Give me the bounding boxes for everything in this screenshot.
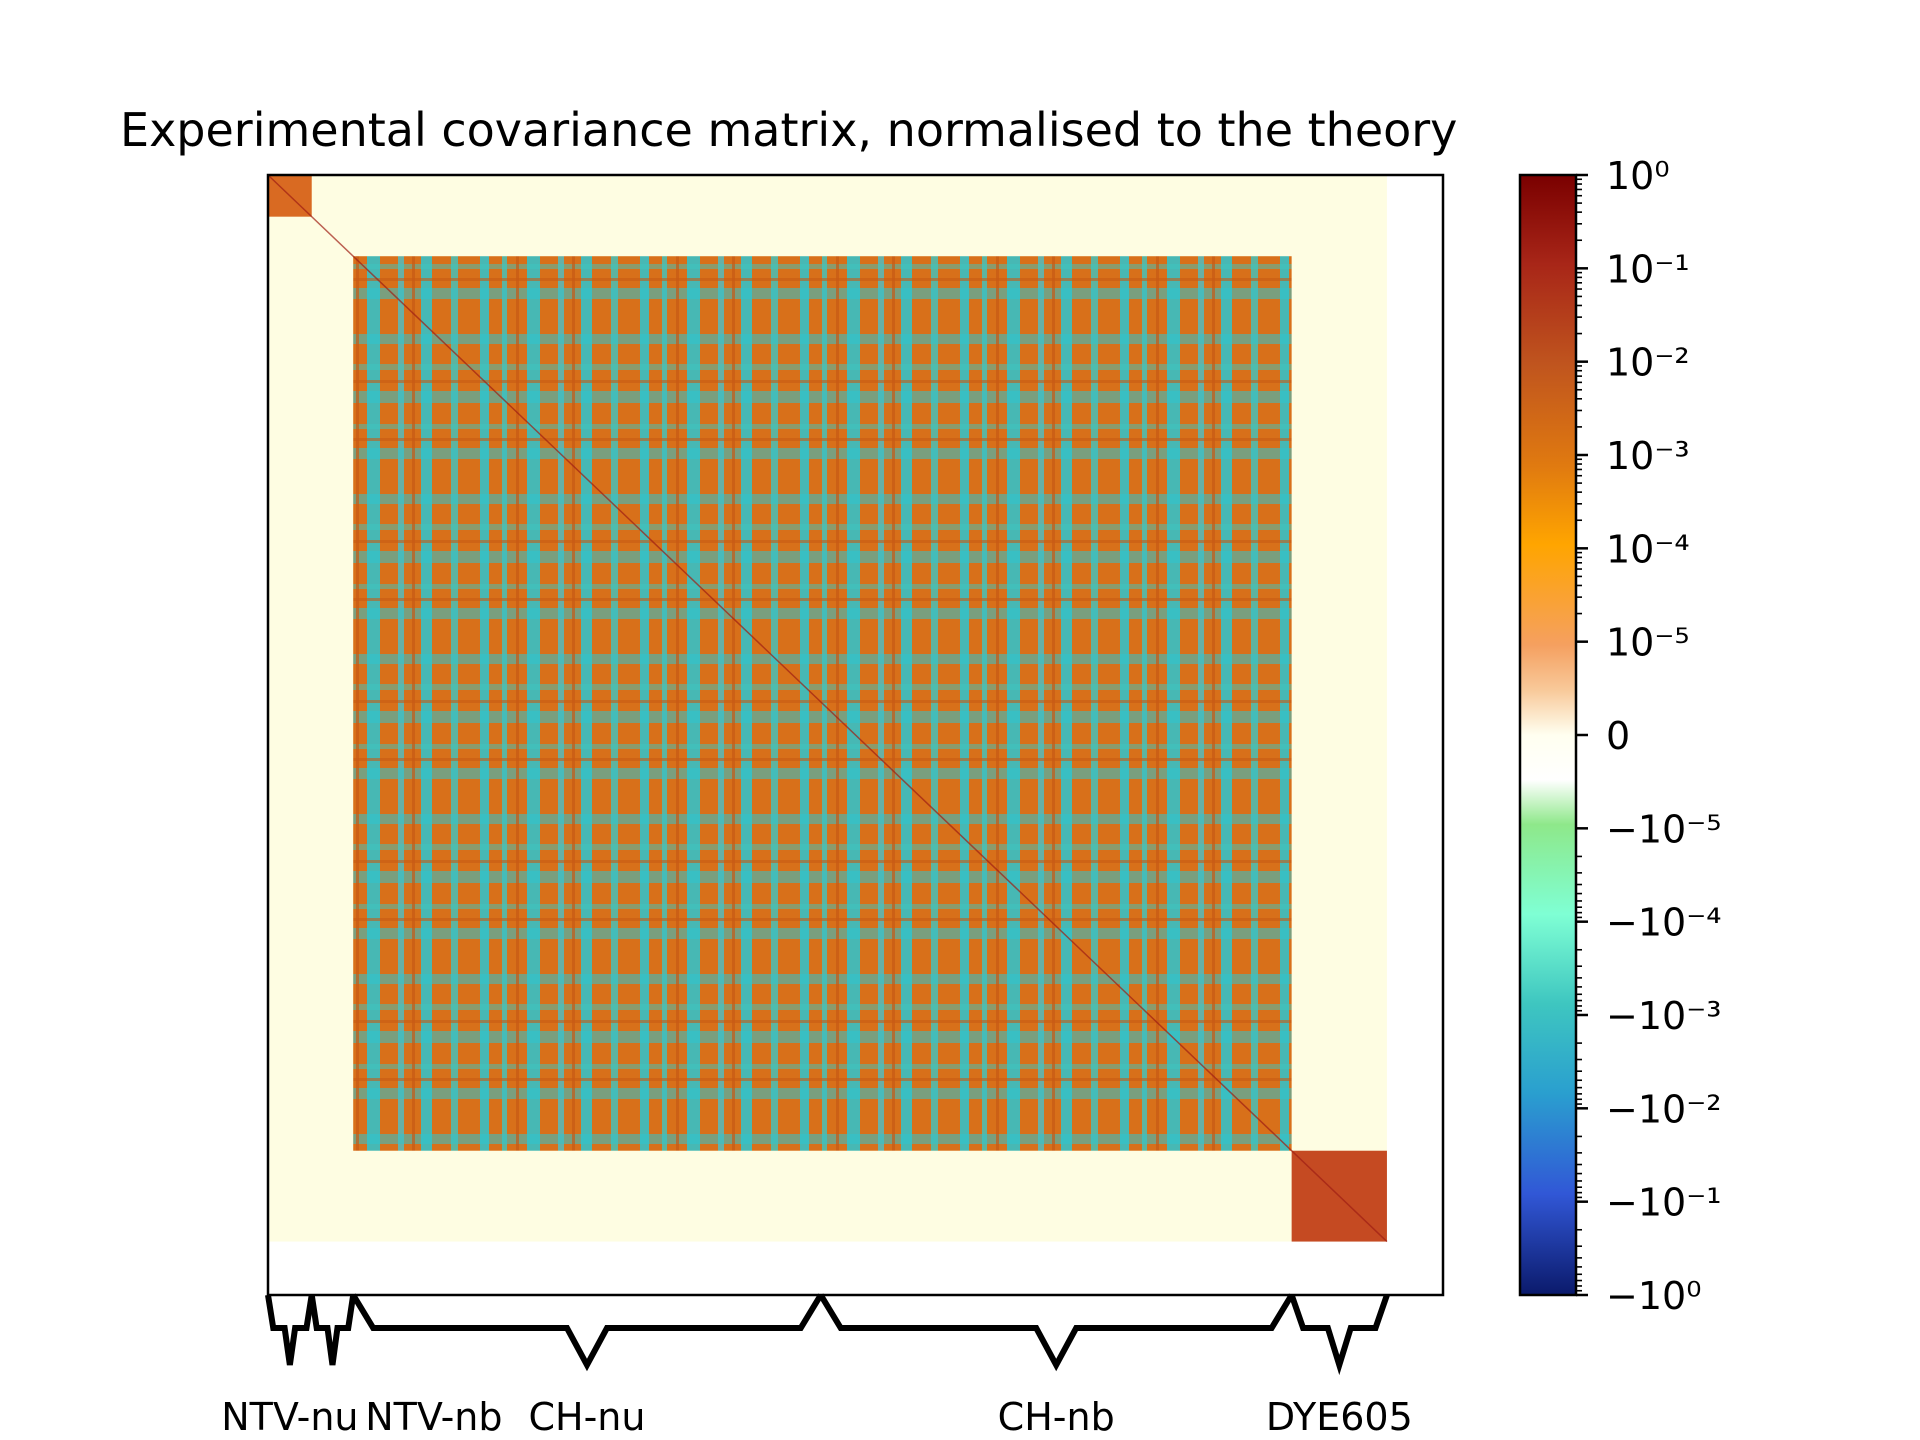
dataset-braces: [265, 1293, 1390, 1376]
brace-ch-nb: [818, 1293, 1295, 1372]
colorbar-tick-label: −10⁰: [1606, 1274, 1701, 1318]
colorbar-ticks: 10⁰ 10⁻¹ 10⁻² 10⁻³ 10⁻⁴ 10⁻⁵ 0 −10⁻⁵ −10⁻⁴ −10⁻³ −…: [1576, 154, 1721, 1318]
colorbar-tick-label: −10⁻¹: [1606, 1181, 1721, 1225]
colorbar-tick-label: −10⁻⁴: [1606, 901, 1721, 945]
colorbar-minor-ticks: [1576, 178, 1582, 1292]
colorbar-tick-label: 10⁻⁵: [1606, 621, 1690, 665]
colorbar: [1518, 173, 1578, 1297]
colorbar-tick-label: 10⁻³: [1606, 434, 1690, 478]
brace-ntv-nu: [265, 1294, 315, 1366]
colorbar-tick-label: 0: [1606, 714, 1630, 758]
colorbar-tick-label: −10⁻³: [1606, 994, 1721, 1038]
dataset-label-ntv-nu: NTV-nu: [221, 1395, 358, 1439]
dataset-label-ch-nb: CH-nb: [998, 1395, 1115, 1439]
colorbar-tick-label: 10⁻¹: [1606, 247, 1690, 291]
colorbar-tick-label: −10⁻²: [1606, 1087, 1721, 1131]
dataset-label-ch-nu: CH-nu: [528, 1395, 645, 1439]
chart-title: Experimental covariance matrix, normalis…: [120, 103, 1458, 157]
dataset-label-ntv-nb: NTV-nb: [365, 1395, 502, 1439]
colorbar-tick-label: 10⁻⁴: [1606, 527, 1690, 571]
plot-frame: [266, 173, 1445, 1297]
colorbar-tick-label: 10⁻²: [1606, 341, 1690, 385]
matrix-diagonal: [267, 174, 1388, 1243]
dataset-label-dye605: DYE605: [1266, 1395, 1413, 1439]
colorbar-tick-label: −10⁻⁵: [1606, 807, 1721, 851]
brace-ntv-nb: [308, 1294, 357, 1366]
brace-dye605: [1288, 1294, 1390, 1376]
colorbar-tick-label: 10⁰: [1606, 154, 1670, 198]
dataset-labels: NTV-nu NTV-nb CH-nu CH-nb DYE605: [221, 1395, 1413, 1439]
brace-ch-nu: [350, 1293, 824, 1372]
